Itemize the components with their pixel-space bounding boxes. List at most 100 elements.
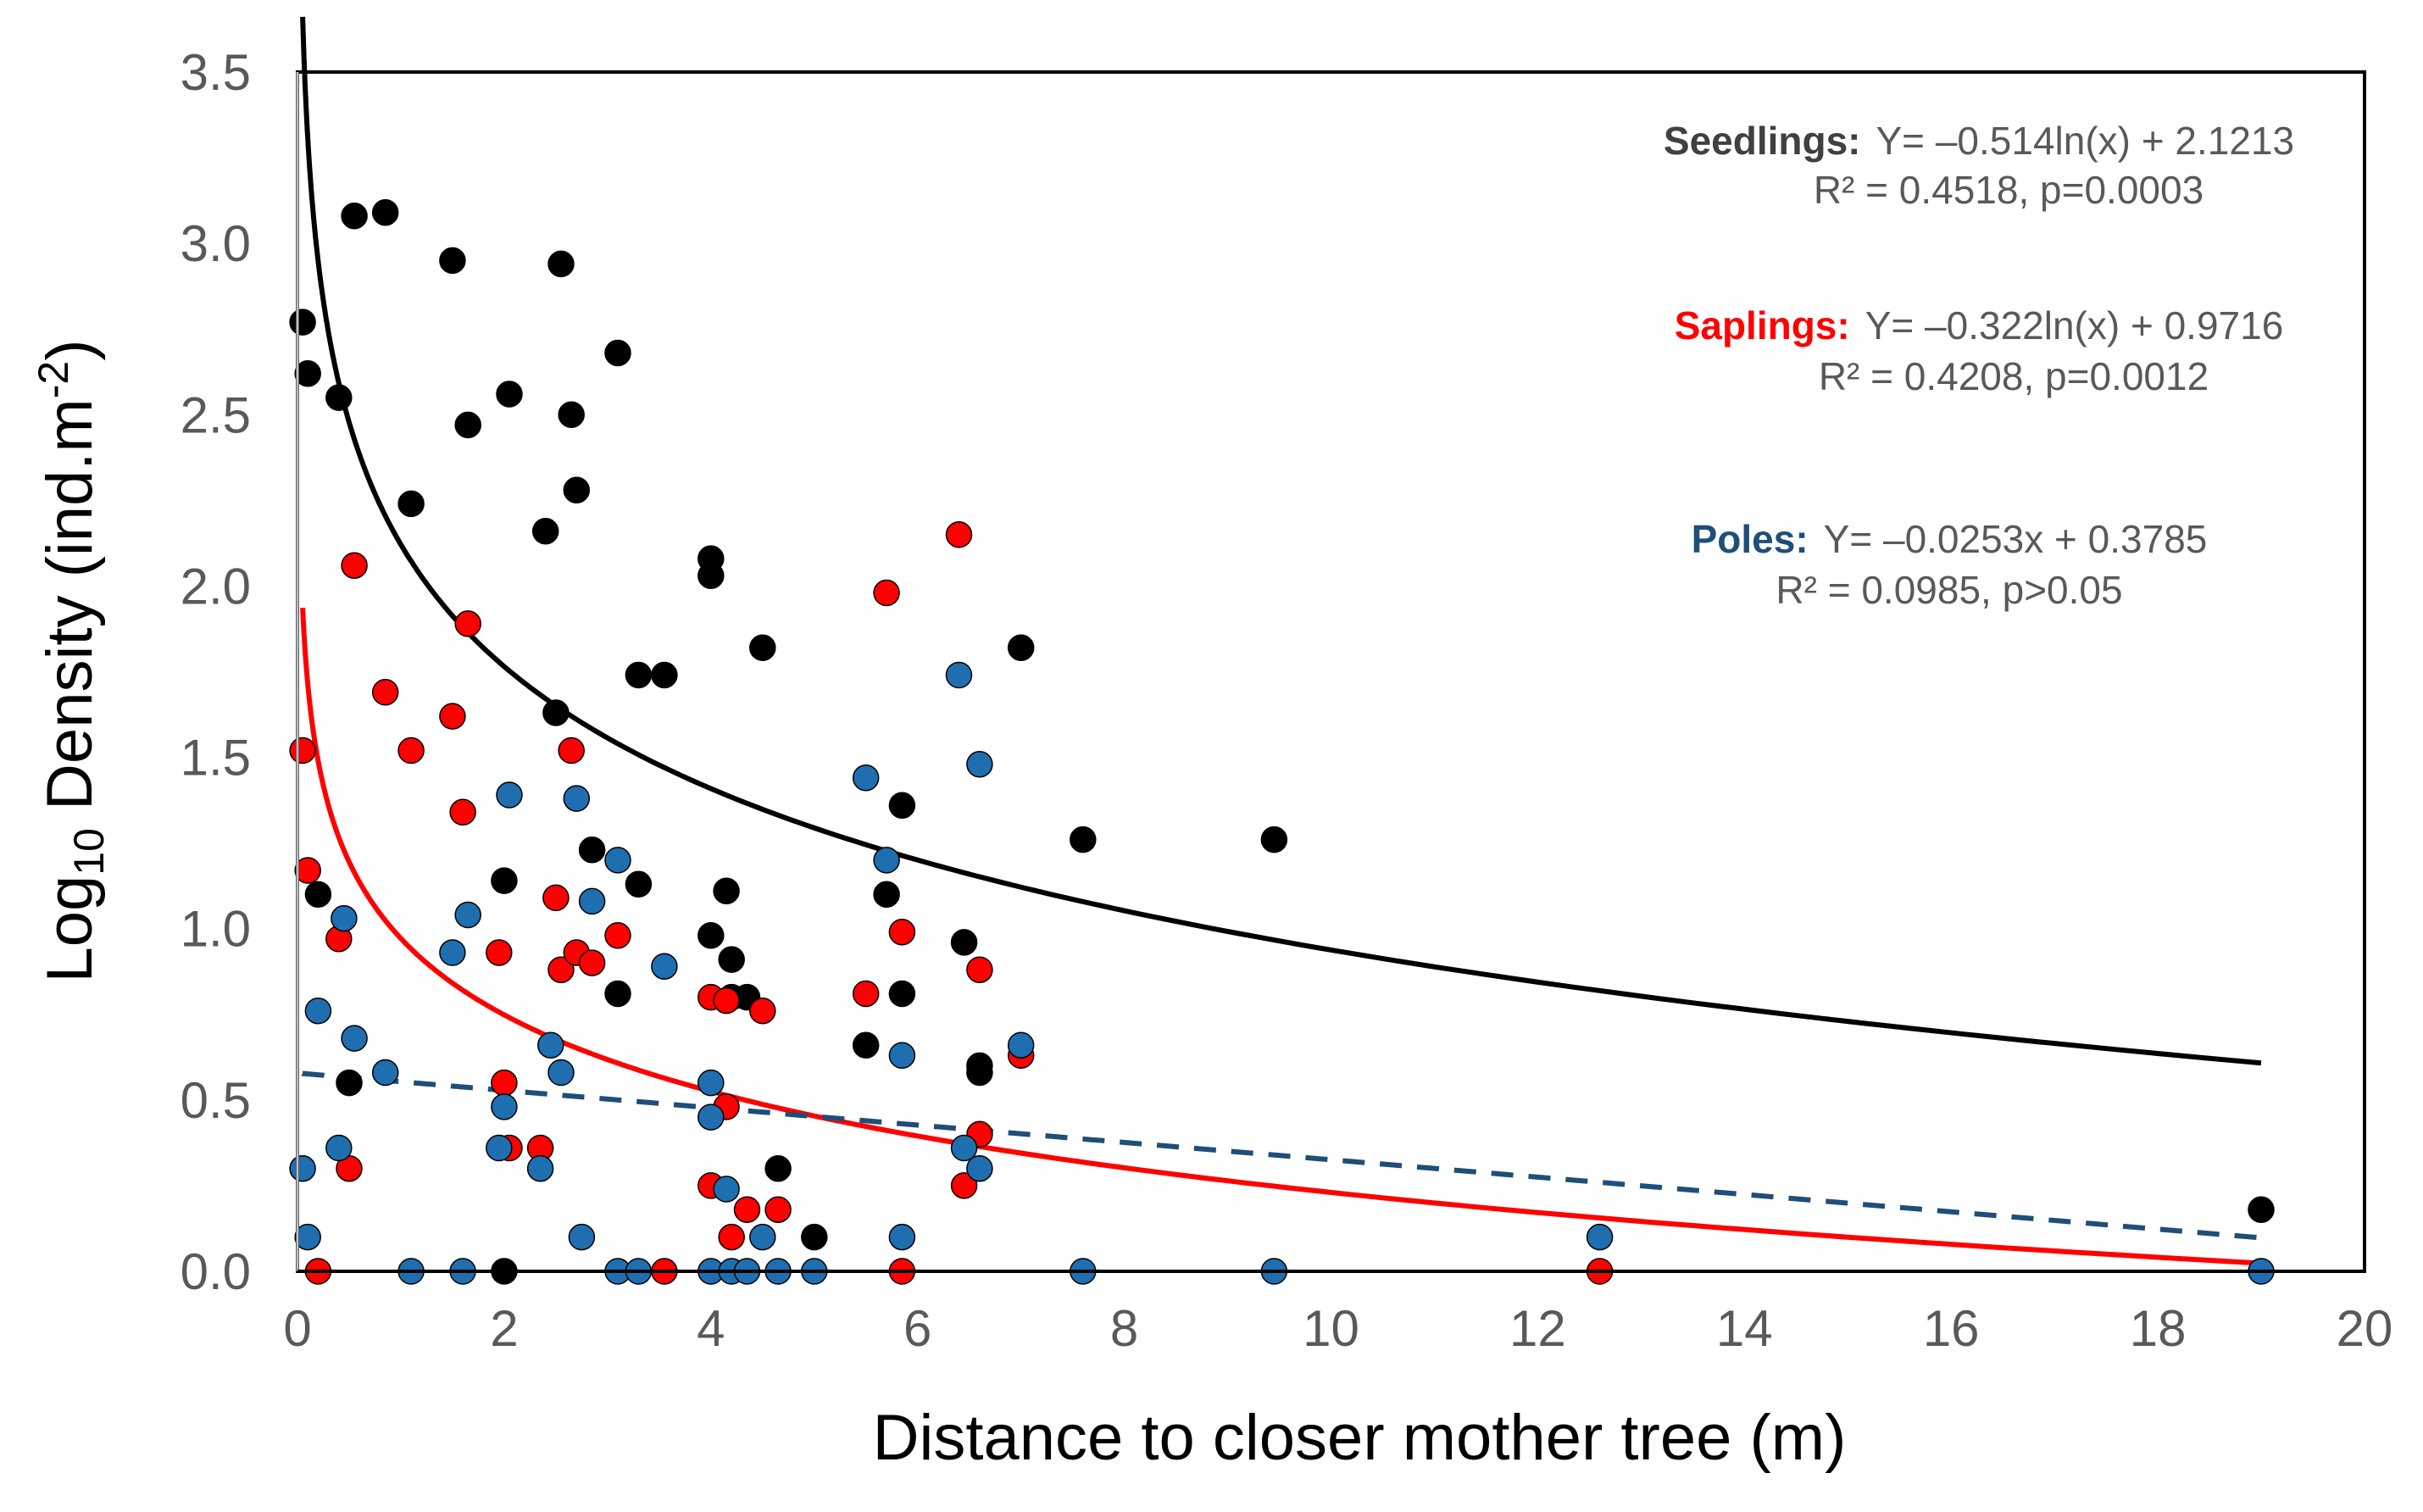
y-tick-labels: 0.0 0.5 1.0 1.5 2.0 2.5 3.0 3.5 bbox=[181, 44, 251, 1300]
saplings-point bbox=[547, 956, 575, 983]
saplings-point bbox=[749, 997, 776, 1025]
poles-point bbox=[1007, 1031, 1035, 1059]
saplings-equation: Saplings: Y= –0.322ln(x) + 0.9716 R² = 0.… bbox=[1675, 303, 2284, 398]
saplings-point bbox=[950, 1172, 978, 1199]
seedlings-point bbox=[604, 980, 631, 1008]
saplings-point bbox=[491, 1069, 518, 1097]
y-tick-label: 0.0 bbox=[181, 1243, 251, 1300]
poles-trend-line bbox=[301, 1070, 2262, 1241]
saplings-point bbox=[888, 919, 916, 946]
poles-label: Poles: bbox=[1692, 517, 1809, 561]
seedlings-r2-text: R² = 0.4518, p=0.0003 bbox=[1814, 168, 2203, 212]
seedlings-point bbox=[697, 562, 725, 590]
seedlings-point bbox=[578, 836, 606, 864]
seedlings-point bbox=[873, 881, 900, 909]
saplings-point bbox=[294, 857, 321, 884]
seedlings-point bbox=[304, 881, 332, 909]
poles-point bbox=[966, 1154, 993, 1182]
poles-point bbox=[454, 901, 481, 929]
poles-point bbox=[325, 1134, 353, 1162]
saplings-point bbox=[764, 1196, 792, 1223]
seedlings-point bbox=[801, 1223, 828, 1251]
poles-point bbox=[563, 785, 591, 812]
poles-point bbox=[491, 1093, 518, 1120]
x-tick-label: 0 bbox=[283, 1300, 311, 1357]
seedlings-point bbox=[625, 870, 653, 898]
poles-point bbox=[439, 939, 466, 966]
x-tick-label: 2 bbox=[490, 1300, 518, 1357]
poles-point bbox=[888, 1223, 916, 1251]
poles-equation: Poles: Y= –0.0253x + 0.3785 R² = 0.0985, … bbox=[1692, 517, 2208, 612]
seedlings-point bbox=[713, 877, 740, 904]
svg-text:Seedlings:Y= –0.514ln(x) + 2.: Seedlings: Y= –0.514ln(x) + 2.1213 bbox=[1664, 119, 2294, 163]
poles-point bbox=[945, 661, 973, 689]
saplings-point bbox=[733, 1196, 761, 1223]
poles-point bbox=[496, 781, 523, 809]
seedlings-point bbox=[547, 250, 575, 278]
x-tick-label: 18 bbox=[2130, 1300, 2187, 1357]
seedlings-point bbox=[764, 1154, 792, 1182]
x-tick-label: 10 bbox=[1303, 1300, 1359, 1357]
seedlings-point bbox=[491, 867, 518, 894]
seedlings-point bbox=[718, 946, 745, 973]
y-tick-label: 1.5 bbox=[181, 730, 251, 787]
seedlings-point bbox=[542, 699, 570, 726]
seedlings-point bbox=[531, 517, 559, 545]
poles-point bbox=[749, 1223, 776, 1251]
poles-point bbox=[304, 997, 332, 1025]
seedlings-point bbox=[966, 1059, 993, 1087]
seedlings-point bbox=[325, 384, 353, 411]
x-tick-label: 4 bbox=[697, 1300, 725, 1357]
x-tick-labels: 0 2 4 6 8 10 12 14 16 18 20 bbox=[283, 1300, 2392, 1357]
y-tick-label: 2.5 bbox=[181, 386, 251, 443]
poles-point bbox=[697, 1069, 725, 1097]
poles-point bbox=[651, 953, 678, 980]
x-axis-title: Distance to closer mother tree (m) bbox=[873, 1402, 1847, 1474]
saplings-point bbox=[873, 579, 900, 607]
seedlings-point bbox=[604, 339, 631, 367]
poles-point bbox=[341, 1025, 368, 1052]
x-tick-label: 6 bbox=[903, 1300, 931, 1357]
seedlings-point bbox=[397, 490, 425, 518]
x-tick-label: 20 bbox=[2337, 1300, 2393, 1357]
poles-point bbox=[873, 847, 900, 874]
saplings-point bbox=[289, 737, 316, 764]
seedlings-point bbox=[289, 309, 316, 336]
poles-equation-text: Y= –0.0253x + 0.3785 bbox=[1824, 517, 2208, 561]
seedlings-point bbox=[697, 922, 725, 949]
seedlings-point bbox=[888, 792, 916, 819]
saplings-point bbox=[852, 980, 880, 1008]
poles-point bbox=[568, 1223, 596, 1251]
seedlings-point bbox=[454, 411, 481, 439]
seedlings-point bbox=[371, 199, 399, 226]
poles-point bbox=[697, 1103, 725, 1131]
seedlings-point bbox=[439, 247, 466, 275]
poles-point bbox=[547, 1059, 575, 1087]
x-tick-label: 14 bbox=[1716, 1300, 1773, 1357]
seedlings-point bbox=[651, 661, 678, 689]
saplings-point bbox=[966, 956, 993, 983]
poles-r2-text: R² = 0.0985, p>0.05 bbox=[1776, 568, 2122, 612]
poles-point bbox=[604, 847, 631, 874]
seedlings-point bbox=[496, 381, 523, 408]
seedlings-point bbox=[558, 401, 585, 429]
y-tick-label: 3.0 bbox=[181, 215, 251, 272]
seedlings-point bbox=[1070, 825, 1097, 853]
poles-point bbox=[950, 1134, 978, 1162]
svg-text:Saplings:Y= –0.322ln(x) + 0.9: Saplings: Y= –0.322ln(x) + 0.9716 bbox=[1675, 303, 2284, 347]
y-axis-title: Log10 Density (ind.m-2) bbox=[30, 339, 113, 982]
seedlings-point bbox=[852, 1031, 880, 1059]
x-tick-label: 8 bbox=[1110, 1300, 1138, 1357]
saplings-point bbox=[449, 798, 476, 826]
data-points bbox=[289, 199, 2275, 1285]
poles-point bbox=[888, 1042, 916, 1070]
seedlings-point bbox=[749, 634, 776, 661]
saplings-point bbox=[371, 679, 399, 706]
poles-point bbox=[486, 1134, 513, 1162]
x-tick-label: 16 bbox=[1923, 1300, 1980, 1357]
seedlings-point bbox=[625, 661, 653, 689]
poles-point bbox=[1586, 1223, 1614, 1251]
saplings-label: Saplings: bbox=[1675, 303, 1850, 347]
poles-point bbox=[966, 750, 993, 778]
saplings-point bbox=[713, 987, 740, 1014]
